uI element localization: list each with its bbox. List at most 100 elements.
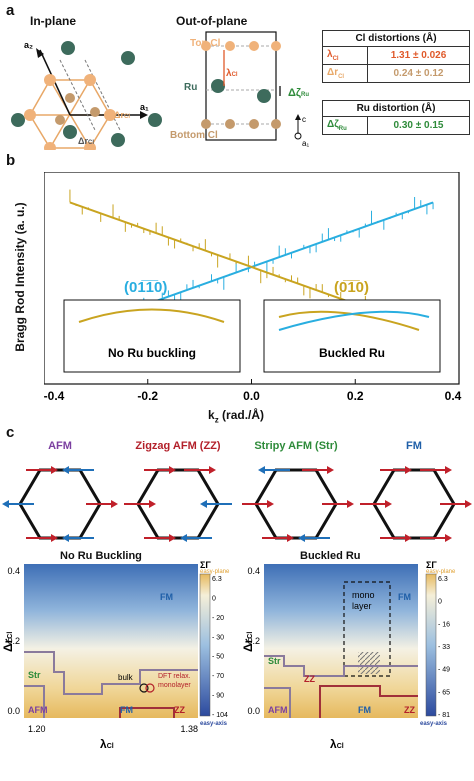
cl-row1-sub: Cl [332,56,339,62]
cb-right-bottom: easy-axis [420,721,448,727]
colorbar-tick: 0 [212,595,216,602]
x-tick-label: -0.2 [137,389,158,403]
map-left-ytick-1: 0.2 [7,636,20,646]
svg-text:ΔrCl: ΔrCl [78,136,94,146]
colorbar-tick: - 20 [212,615,224,622]
in-plane-lattice: a₂ a₁ ΔrCl ΔrCl [11,40,162,150]
delta-r-sub-1: Cl [124,114,130,120]
map-left-ytick-0: 0.4 [7,566,20,576]
lambda-sub: Cl [232,72,238,78]
marker-bulk: bulk [118,673,134,682]
top-cl-label: Top Cl [190,38,221,49]
colorbar-tick: - 33 [438,644,450,651]
x-tick-label: 0.4 [445,389,462,403]
ru-distortion-table: Ru distortion (Å) ΔζRu 0.30 ± 0.15 [322,100,470,135]
svg-text:λCl: λCl [330,737,344,751]
map-right-ytick-1: 0.2 [247,636,260,646]
order-title-0: AFM [48,440,72,452]
colorbar-tick: 0 [438,599,442,606]
map-left-str: Str [28,670,41,680]
colorbar-tick: - 70 [212,673,224,680]
delta-zeta-label: Δζ [288,87,301,99]
svg-text:ΔrCl: ΔrCl [1,632,15,652]
ru-label: Ru [184,82,197,93]
map-right-ytick-2: 0.0 [247,706,260,716]
marker-mono: monolayer [158,682,191,689]
x-tick-label: -0.4 [44,389,65,403]
heatmaps: FM FM Str AFM ZZ bulk DFT relax. monolay… [1,560,456,751]
legend-01-10: (01̅1̅0) [124,279,167,296]
bragg-xlabel-k: k [208,408,215,422]
oop-axis-a1: a₁ [302,139,309,148]
map-right-fm: FM [398,592,411,602]
delta-r-sub-2: Cl [88,140,94,146]
map-right-ylabel-sub: Cl [247,632,254,639]
ru-row1-sub: Ru [338,126,347,132]
out-of-plane-lattice: λCl ΔζRu Top Cl Ru Bottom Cl c a₁ [170,31,309,148]
ru-row1-value: 0.30 ± 0.15 [367,116,470,135]
cb-right-title: ΣΓ [426,560,437,570]
bragg-xlabel-sub: z [214,415,219,425]
map-left-fm: FM [160,592,173,602]
colorbar-tick: - 90 [212,693,224,700]
map-left-xlabel-sub: Cl [107,743,114,750]
cb-left-top: easy-plane [200,569,230,575]
ru-table-title: Ru distortion (Å) [322,100,470,117]
map-right-title: Buckled Ru [300,550,361,562]
order-title-1: Zigzag AFM (ZZ) [135,440,221,452]
bragg-xlabel-unit: (rad./Å) [218,408,265,422]
mono-layer-box [343,581,391,677]
colorbar-tick: - 30 [212,634,224,641]
colorbar-tick: 6.3 [438,576,448,583]
legend-0-110: (0̅1̅0) [334,279,369,296]
cl-table-title: Cl distortions (Å) [322,30,470,47]
colorbar-tick: - 81 [438,712,450,719]
map-right-ylabel: Δr [241,638,255,652]
order-hexagon-2 [242,466,354,542]
bragg-ylabel: Bragg Rod Intensity (a. u.) [13,202,27,352]
order-title-2: Stripy AFM (Str) [254,440,338,452]
map-left-xtick-0: 1.20 [28,724,46,734]
order-hexagon-3 [360,466,472,542]
in-plane-title: In-plane [30,14,77,28]
x-tick-label: 0.2 [347,389,364,403]
colorbar-tick: - 16 [438,621,450,628]
delta-r-label-2: Δr [78,136,88,146]
map-left-afm: AFM [28,705,48,715]
map-right-ytick-0: 0.4 [247,566,260,576]
map-right-fm2: FM [358,705,371,715]
cl-row1-value: 1.31 ± 0.026 [367,46,470,65]
ru-row1-sym: Δζ [327,119,339,130]
bottom-cl-label: Bottom Cl [170,130,218,141]
lambda-label: λ [226,68,232,79]
svg-text:λCl: λCl [100,737,114,751]
map-left-ylabel-sub: Cl [7,632,14,639]
map-right-zz: ZZ [304,674,315,684]
cl-distortions-table: Cl distortions (Å) λCl 1.31 ± 0.026 ΔrCl… [322,30,470,83]
cl-row2-sub: Cl [338,74,345,80]
oop-axis-c: c [302,115,306,124]
map-right-str: Str [268,656,281,666]
map-left-zz: ZZ [174,705,185,715]
marker-dft: DFT relax. [158,673,191,680]
cl-row1-sym: λ [327,49,333,60]
map-left-ylabel: Δr [1,638,15,652]
delta-r-label-1: Δr [114,110,124,120]
x-tick-label: 0.0 [243,389,260,403]
colorbar-tick: - 50 [212,654,224,661]
order-hexagon-1 [124,466,232,542]
map-right-xlabel-sub: Cl [337,743,344,750]
bragg-rod-chart: (01̅1̅0) (0̅1̅0) No Ru buckling Buckled … [44,172,462,403]
order-hexagon-0 [2,466,118,542]
colorbar-tick: 6.3 [212,576,222,583]
bragg-xlabel: kz (rad./Å) [208,408,264,424]
cl-row2-value: 0.24 ± 0.12 [367,64,470,83]
out-of-plane-title: Out-of-plane [176,14,248,28]
colorbar-tick: - 104 [212,712,228,719]
svg-text:ΔrCl: ΔrCl [241,632,255,652]
map-left-title: No Ru Buckling [60,550,142,562]
map-left-xlabel: λ [100,737,107,751]
axis-a1-label: a₁ [140,102,149,112]
magnetic-orders: AFM Zigzag AFM (ZZ) Stripy AFM (Str) FM [0,430,474,550]
cb-left-title: ΣΓ [200,560,211,570]
